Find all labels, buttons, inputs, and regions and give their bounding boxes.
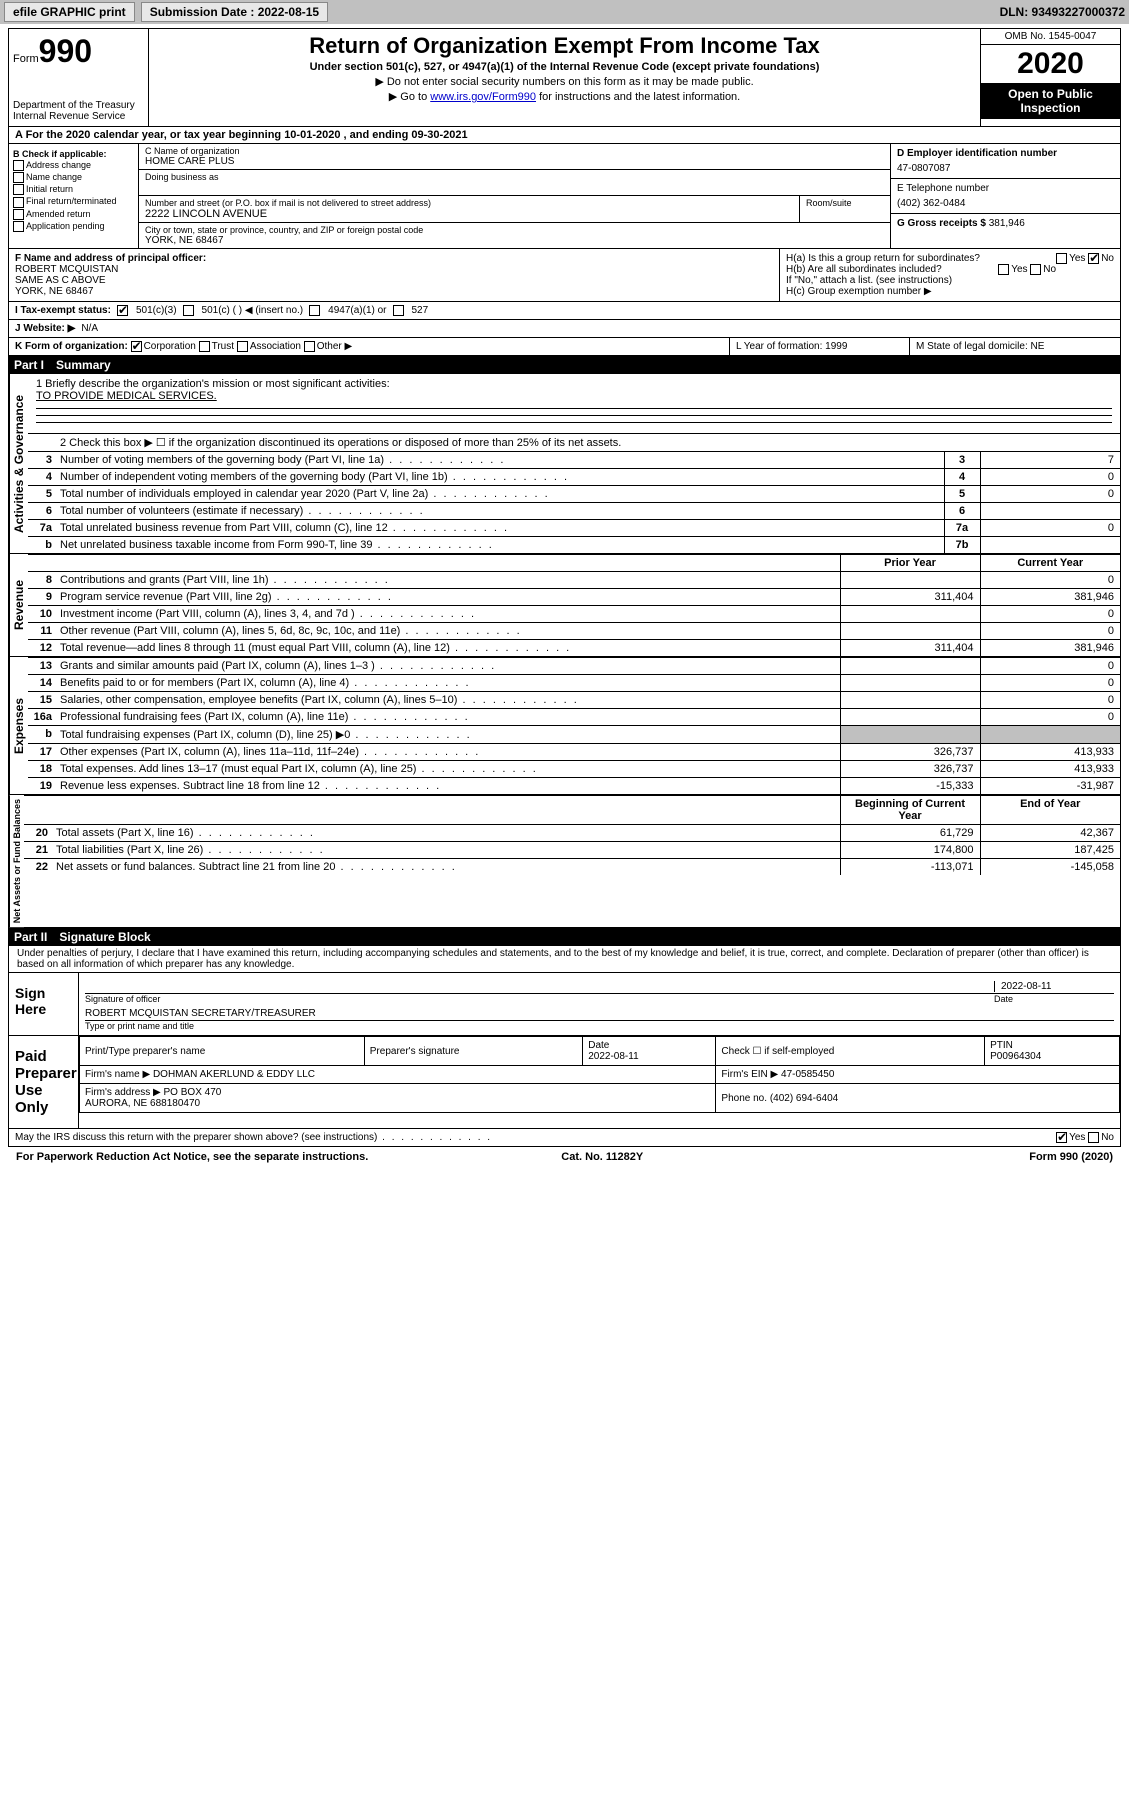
form-header: Form990 Department of the Treasury Inter…	[8, 28, 1121, 127]
col-begin: Beginning of Current Year	[840, 796, 980, 825]
footer-left: For Paperwork Reduction Act Notice, see …	[16, 1151, 368, 1163]
sign-here-label: Sign Here	[9, 973, 79, 1035]
instructions-link[interactable]: www.irs.gov/Form990	[430, 91, 536, 103]
side-expenses: Expenses	[9, 657, 28, 794]
addr-label: Number and street (or P.O. box if mail i…	[145, 198, 793, 208]
revenue-table: Prior Year Current Year 8Contributions a…	[28, 554, 1120, 656]
open-inspection-label: Open to Public Inspection	[981, 83, 1120, 119]
col-current: Current Year	[980, 555, 1120, 572]
state-domicile: M State of legal domicile: NE	[910, 338, 1120, 355]
line1-label: 1 Briefly describe the organization's mi…	[36, 378, 1112, 390]
chk-app-pending[interactable]: Application pending	[26, 221, 105, 231]
part1-header: Part ISummary	[8, 356, 1121, 374]
officer-addr1: SAME AS C ABOVE	[15, 275, 773, 286]
officer-addr2: YORK, NE 68467	[15, 286, 773, 297]
top-toolbar: efile GRAPHIC print Submission Date : 20…	[0, 0, 1129, 24]
side-net: Net Assets or Fund Balances	[9, 795, 24, 927]
side-governance: Activities & Governance	[9, 374, 28, 553]
chk-initial-return[interactable]: Initial return	[26, 184, 73, 194]
row-a-tax-year: A For the 2020 calendar year, or tax yea…	[8, 127, 1121, 144]
expenses-table: 13Grants and similar amounts paid (Part …	[28, 657, 1120, 794]
chk-final-return[interactable]: Final return/terminated	[26, 196, 117, 206]
footer-right: Form 990 (2020)	[1029, 1151, 1113, 1163]
officer-sig-name: ROBERT MCQUISTAN SECRETARY/TREASURER	[85, 1008, 316, 1019]
box-b: B Check if applicable: Address change Na…	[9, 144, 139, 248]
tax-year: 2020	[981, 45, 1120, 83]
box-f-label: F Name and address of principal officer:	[15, 253, 773, 264]
sig-officer-label: Signature of officer	[85, 994, 994, 1004]
efile-button[interactable]: efile GRAPHIC print	[4, 2, 135, 22]
ha-label: H(a) Is this a group return for subordin…	[786, 253, 980, 264]
dept-label: Department of the Treasury Internal Reve…	[13, 100, 144, 122]
governance-table: 2 Check this box ▶ ☐ if the organization…	[28, 433, 1120, 553]
col-prior: Prior Year	[840, 555, 980, 572]
gross-value: 381,946	[989, 218, 1025, 229]
preparer-table: Print/Type preparer's name Preparer's si…	[79, 1036, 1120, 1113]
phone-value: (402) 362-0484	[897, 198, 1114, 209]
form-number: 990	[39, 33, 92, 69]
street-address: 2222 LINCOLN AVENUE	[145, 208, 793, 220]
room-label: Room/suite	[806, 198, 884, 208]
paid-preparer-label: Paid Preparer Use Only	[9, 1036, 79, 1128]
side-revenue: Revenue	[9, 554, 28, 656]
hb-note: If "No," attach a list. (see instruction…	[786, 275, 1114, 286]
ein-label: D Employer identification number	[897, 148, 1114, 159]
dba-label: Doing business as	[145, 172, 884, 182]
box-b-title: B Check if applicable:	[13, 149, 134, 159]
dln-label: DLN: 93493227000372	[1000, 5, 1125, 19]
col-end: End of Year	[980, 796, 1120, 825]
chk-amended[interactable]: Amended return	[26, 209, 91, 219]
form-title: Return of Organization Exempt From Incom…	[157, 33, 972, 59]
mission-text: TO PROVIDE MEDICAL SERVICES.	[36, 390, 1112, 402]
net-assets-table: Beginning of Current Year End of Year 20…	[24, 795, 1120, 875]
footer-mid: Cat. No. 11282Y	[561, 1151, 643, 1163]
sig-date-label: Date	[994, 994, 1114, 1004]
box-c: C Name of organization HOME CARE PLUS Do…	[139, 144, 890, 248]
hb-label: H(b) Are all subordinates included?	[786, 264, 942, 275]
form-subtitle: Under section 501(c), 527, or 4947(a)(1)…	[157, 61, 972, 73]
gross-label: G Gross receipts $	[897, 218, 986, 229]
penalties-text: Under penalties of perjury, I declare th…	[8, 946, 1121, 973]
officer-name: ROBERT MCQUISTAN	[15, 264, 773, 275]
submission-date-button[interactable]: Submission Date : 2022-08-15	[141, 2, 328, 22]
note-2: ▶ Go to www.irs.gov/Form990 for instruct…	[157, 90, 972, 103]
org-name: HOME CARE PLUS	[145, 156, 884, 167]
part2-header: Part IISignature Block	[8, 928, 1121, 946]
line2: 2 Check this box ▶ ☐ if the organization…	[56, 434, 1120, 452]
hc-label: H(c) Group exemption number ▶	[786, 286, 1114, 297]
ein-value: 47-0807087	[897, 163, 1114, 174]
chk-address-change[interactable]: Address change	[26, 160, 91, 170]
box-d: D Employer identification number 47-0807…	[890, 144, 1120, 248]
page-footer: For Paperwork Reduction Act Notice, see …	[8, 1147, 1121, 1167]
sig-date: 2022-08-11	[994, 981, 1114, 992]
year-formation: L Year of formation: 1999	[730, 338, 910, 355]
row-i: I Tax-exempt status: 501(c)(3) 501(c) ( …	[8, 302, 1121, 320]
city-label: City or town, state or province, country…	[145, 225, 884, 235]
sig-name-label: Type or print name and title	[85, 1021, 1114, 1031]
note-1: ▶ Do not enter social security numbers o…	[157, 75, 972, 88]
row-klm: K Form of organization: Corporation Trus…	[8, 338, 1121, 356]
org-name-label: C Name of organization	[145, 146, 884, 156]
phone-label: E Telephone number	[897, 183, 1114, 194]
form-word: Form	[13, 53, 39, 65]
chk-name-change[interactable]: Name change	[26, 172, 82, 182]
row-j: J Website: ▶ N/A	[8, 320, 1121, 338]
omb-label: OMB No. 1545-0047	[981, 29, 1120, 45]
discuss-row: May the IRS discuss this return with the…	[8, 1129, 1121, 1147]
city-value: YORK, NE 68467	[145, 235, 884, 246]
